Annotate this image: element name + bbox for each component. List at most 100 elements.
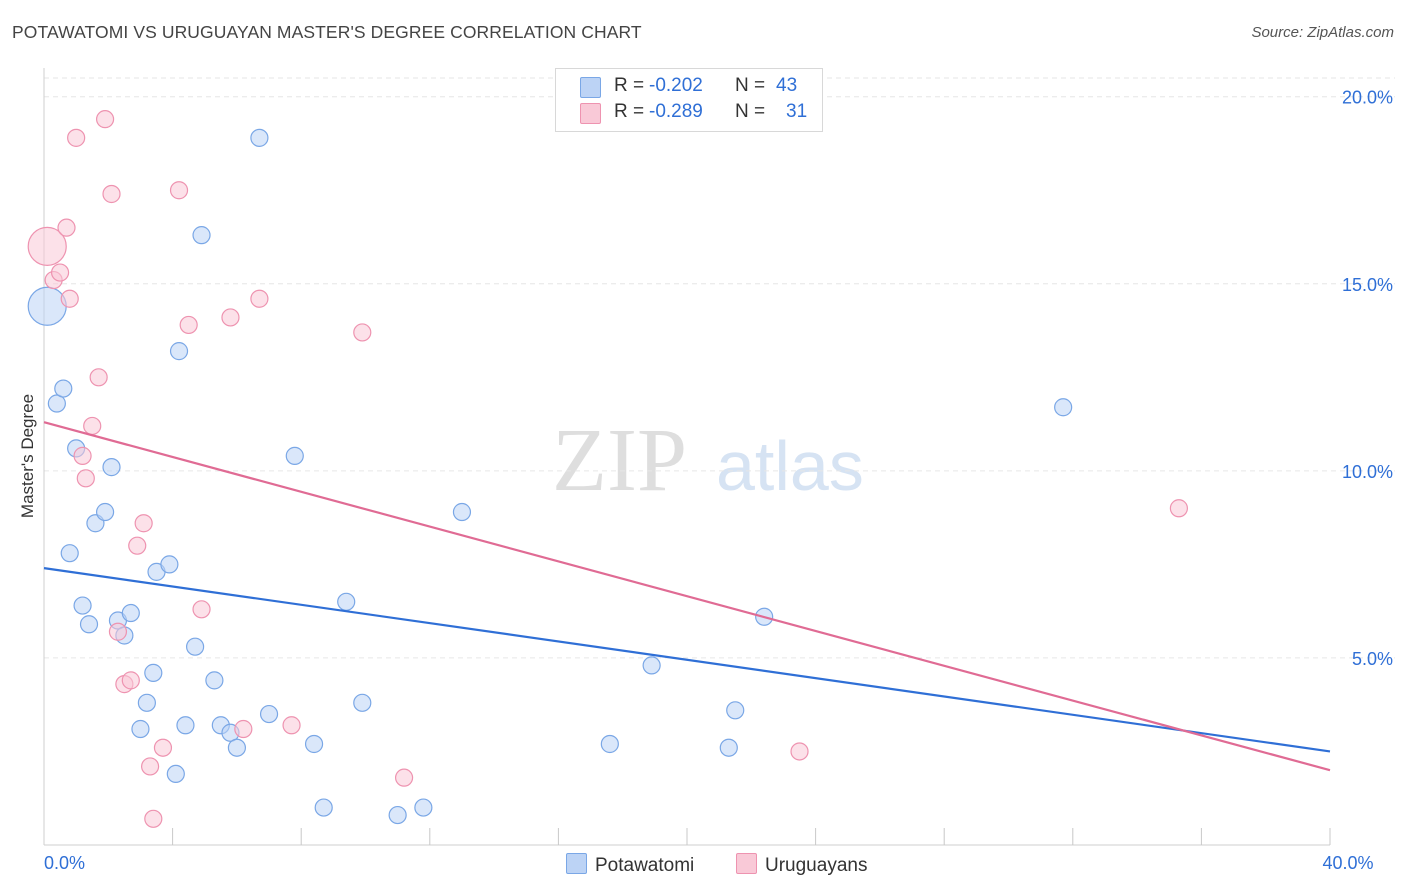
legend-r-label: R = bbox=[614, 101, 645, 122]
data-point-potawatomi bbox=[642, 656, 661, 675]
data-point-potawatomi bbox=[726, 701, 745, 720]
legend-n-value: 43 bbox=[776, 75, 798, 96]
data-point-uruguayans bbox=[192, 600, 211, 619]
y-tick-label: 10.0% bbox=[1342, 462, 1393, 482]
data-point-potawatomi bbox=[102, 458, 121, 477]
data-point-potawatomi bbox=[250, 128, 269, 147]
bottom-legend-swatch-uruguayans bbox=[736, 853, 757, 874]
data-point-uruguayans bbox=[50, 263, 70, 282]
data-point-uruguayans bbox=[128, 536, 147, 555]
legend-r-value: -0.202 bbox=[649, 75, 703, 96]
data-point-potawatomi bbox=[452, 502, 472, 522]
bottom-legend-label: Potawatomi bbox=[595, 855, 695, 876]
data-point-uruguayans bbox=[76, 469, 95, 488]
data-point-uruguayans bbox=[60, 289, 79, 308]
data-point-uruguayans bbox=[102, 184, 121, 204]
data-point-potawatomi bbox=[160, 555, 179, 574]
legend-n-label: N = bbox=[735, 101, 766, 122]
data-point-potawatomi bbox=[337, 592, 356, 611]
legend-swatch-potawatomi bbox=[580, 77, 601, 98]
bottom-legend-uruguayans: Uruguayans bbox=[736, 853, 867, 877]
trend-lines bbox=[43, 421, 1331, 772]
data-point-potawatomi bbox=[47, 394, 66, 413]
trend-line-uruguayans bbox=[43, 421, 1331, 772]
trend-line-potawatomi bbox=[43, 567, 1331, 753]
data-point-potawatomi bbox=[259, 704, 279, 724]
bottom-legend-swatch-potawatomi bbox=[566, 853, 587, 874]
data-point-potawatomi bbox=[186, 637, 205, 656]
data-point-uruguayans bbox=[121, 671, 140, 690]
legend-r-value: -0.289 bbox=[649, 101, 703, 122]
legend-r-label: R = bbox=[614, 75, 645, 96]
data-point-uruguayans bbox=[27, 226, 67, 266]
data-point-potawatomi bbox=[192, 226, 211, 245]
data-point-potawatomi bbox=[79, 615, 99, 634]
data-point-uruguayans bbox=[140, 757, 160, 776]
data-point-uruguayans bbox=[394, 768, 414, 787]
tick-labels: 5.0% 10.0% 15.0% 20.0% 0.0% 40.0% bbox=[44, 88, 1393, 873]
data-point-uruguayans bbox=[153, 738, 173, 757]
data-point-potawatomi bbox=[353, 693, 372, 712]
data-point-uruguayans bbox=[144, 809, 163, 828]
data-point-uruguayans bbox=[790, 742, 809, 761]
grid bbox=[44, 77, 1395, 659]
data-points bbox=[27, 110, 1188, 828]
data-point-potawatomi bbox=[600, 734, 619, 754]
data-point-potawatomi bbox=[95, 502, 115, 522]
data-point-uruguayans bbox=[234, 719, 253, 739]
data-point-uruguayans bbox=[134, 514, 153, 533]
data-point-uruguayans bbox=[83, 416, 102, 436]
y-tick-label: 15.0% bbox=[1342, 275, 1393, 295]
source-label: Source: ZipAtlas.com bbox=[1251, 24, 1394, 41]
data-point-potawatomi bbox=[60, 544, 79, 563]
data-point-potawatomi bbox=[73, 596, 92, 615]
data-point-potawatomi bbox=[27, 286, 67, 326]
data-point-potawatomi bbox=[137, 693, 156, 712]
data-point-uruguayans bbox=[67, 128, 86, 147]
chart-title: POTAWATOMI VS URUGUAYAN MASTER'S DEGREE … bbox=[12, 22, 642, 42]
x-tick-label: 0.0% bbox=[44, 853, 85, 873]
data-point-potawatomi bbox=[1054, 398, 1073, 417]
data-point-potawatomi bbox=[304, 734, 324, 754]
data-point-potawatomi bbox=[414, 798, 433, 817]
data-point-potawatomi bbox=[54, 379, 73, 398]
bottom-legend-label: Uruguayans bbox=[765, 855, 868, 876]
data-point-potawatomi bbox=[131, 719, 150, 739]
data-point-potawatomi bbox=[285, 446, 304, 465]
data-point-uruguayans bbox=[73, 446, 92, 465]
bottom-legend-potawatomi: Potawatomi bbox=[566, 853, 694, 877]
data-point-potawatomi bbox=[388, 805, 407, 825]
data-point-potawatomi bbox=[227, 738, 246, 757]
data-point-potawatomi bbox=[144, 663, 163, 682]
data-point-uruguayans bbox=[250, 289, 269, 308]
data-point-uruguayans bbox=[108, 622, 128, 641]
data-point-potawatomi bbox=[121, 603, 140, 623]
data-point-uruguayans bbox=[179, 315, 198, 335]
data-point-potawatomi bbox=[169, 342, 189, 361]
data-point-potawatomi bbox=[166, 764, 185, 784]
watermark-atlas: atlas bbox=[716, 427, 864, 505]
y-tick-label: 20.0% bbox=[1342, 88, 1393, 108]
data-point-potawatomi bbox=[205, 671, 224, 690]
data-point-uruguayans bbox=[221, 308, 240, 327]
data-point-potawatomi bbox=[176, 716, 195, 735]
data-point-uruguayans bbox=[89, 368, 108, 387]
data-point-potawatomi bbox=[314, 798, 333, 817]
y-axis-label: Master's Degree bbox=[18, 393, 37, 519]
data-point-uruguayans bbox=[353, 323, 372, 342]
data-point-uruguayans bbox=[169, 181, 189, 200]
data-point-uruguayans bbox=[1169, 499, 1188, 518]
x-tick-label: 40.0% bbox=[1322, 853, 1373, 873]
data-point-uruguayans bbox=[57, 218, 76, 237]
watermark-zip: ZIP bbox=[552, 411, 687, 510]
stats-legend: R = -0.202 N = 43 R = -0.289 N = 31 bbox=[555, 68, 823, 132]
legend-n-value: 31 bbox=[786, 101, 808, 122]
axes bbox=[43, 68, 1331, 846]
data-point-uruguayans bbox=[282, 716, 301, 735]
legend-n-label: N = bbox=[735, 75, 766, 96]
data-point-uruguayans bbox=[95, 110, 115, 129]
y-tick-label: 5.0% bbox=[1352, 649, 1393, 669]
legend-swatch-uruguayans bbox=[580, 103, 601, 124]
data-point-potawatomi bbox=[719, 738, 738, 757]
